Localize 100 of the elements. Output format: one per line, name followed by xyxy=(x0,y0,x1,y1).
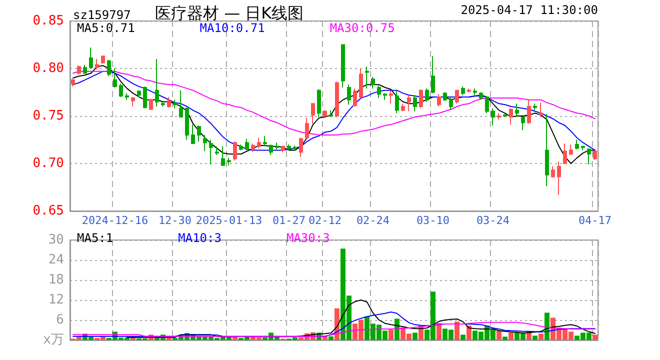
candlestick xyxy=(185,106,189,140)
candlestick xyxy=(329,110,333,118)
candlestick xyxy=(293,144,297,151)
candlestick xyxy=(539,102,543,118)
candlestick xyxy=(89,47,93,69)
y-tick-label: x万 xyxy=(43,332,64,348)
candlestick xyxy=(455,90,459,104)
candlestick xyxy=(401,103,405,112)
x-tick-label: 03-24 xyxy=(476,214,510,227)
candlestick xyxy=(341,44,345,88)
bar xyxy=(466,326,472,340)
candlestick xyxy=(515,103,519,118)
candlestick xyxy=(587,148,591,165)
candlestick xyxy=(155,58,159,107)
y-tick-label: 12 xyxy=(48,292,64,308)
candlestick xyxy=(71,78,75,88)
candlestick xyxy=(533,103,537,111)
x-tick-label: 2025-01-13 xyxy=(196,214,262,227)
y-tick-label: 18 xyxy=(48,272,64,288)
candlestick xyxy=(509,108,513,126)
text: MA5:1 xyxy=(77,231,114,245)
candlestick xyxy=(125,92,129,100)
y-tick-label: 0.70 xyxy=(32,156,64,171)
candlestick xyxy=(233,141,237,162)
candlestick xyxy=(437,94,441,107)
candlestick xyxy=(131,96,135,107)
candlestick xyxy=(263,135,267,147)
y-tick-label: 0.75 xyxy=(32,108,64,124)
candlestick xyxy=(473,88,477,96)
candlestick xyxy=(545,114,549,187)
candlestick xyxy=(479,92,483,100)
y-tick-label: 0.65 xyxy=(32,204,64,218)
candlestick xyxy=(281,146,285,153)
candlestick xyxy=(257,137,261,149)
candlestick xyxy=(305,117,309,140)
candlestick xyxy=(527,99,531,124)
x-tick-label: 01-27 xyxy=(272,214,306,227)
y-tick-label: 24 xyxy=(48,252,64,268)
candlestick xyxy=(101,56,105,64)
candlestick xyxy=(299,137,303,158)
x-tick-label: 02-12 xyxy=(308,214,342,227)
candlestick xyxy=(161,101,165,107)
candlestick xyxy=(119,83,123,98)
candlestick xyxy=(425,88,429,102)
y-tick-label: 0.85 xyxy=(32,14,64,28)
candlestick xyxy=(95,58,99,70)
candlestick xyxy=(407,94,411,112)
candlestick xyxy=(467,88,471,93)
candlestick xyxy=(569,144,573,156)
candlestick xyxy=(359,68,363,98)
candlestick xyxy=(209,139,213,165)
candlestick xyxy=(491,108,495,126)
text: MA5:0.71 xyxy=(77,21,135,35)
candlestick xyxy=(431,56,435,94)
text: MA10:0.71 xyxy=(200,21,265,35)
bar xyxy=(502,336,508,340)
candlestick xyxy=(443,92,447,102)
candlestick xyxy=(581,146,585,151)
x-tick-label: 02-24 xyxy=(356,214,390,227)
bar xyxy=(508,332,514,340)
candlestick xyxy=(215,146,219,156)
x-tick-label: 2024-12-16 xyxy=(82,214,148,227)
candlestick xyxy=(365,66,369,89)
candlestick xyxy=(419,88,423,109)
y-tick-label: 30 xyxy=(48,232,64,248)
candlestick xyxy=(521,116,525,131)
candlestick xyxy=(143,86,147,109)
candlestick xyxy=(497,112,501,120)
candlestick xyxy=(551,166,555,178)
candlestick xyxy=(287,144,291,151)
candlestick xyxy=(563,143,567,164)
text: MA30:3 xyxy=(286,231,330,245)
candlestick xyxy=(179,90,183,118)
candlestick xyxy=(371,76,375,89)
candlestick xyxy=(353,88,357,107)
candlestick xyxy=(377,85,381,98)
candlestick xyxy=(383,92,387,100)
candlestick xyxy=(347,84,351,106)
text: MA10:3 xyxy=(178,231,222,245)
candlestick xyxy=(149,98,153,110)
candlestick xyxy=(245,138,249,151)
x-tick-label: 04-17 xyxy=(578,214,612,227)
candlestick xyxy=(197,125,201,142)
candlestick xyxy=(461,86,465,96)
bar xyxy=(412,332,418,340)
candlestick xyxy=(413,94,417,112)
candlestick xyxy=(137,90,141,98)
line-series xyxy=(72,65,596,164)
x-tick-label: 03-10 xyxy=(416,214,450,227)
candlestick xyxy=(575,139,579,150)
y-tick-label: 0.80 xyxy=(32,61,64,76)
candlestick xyxy=(227,157,231,166)
line-series xyxy=(72,70,596,151)
x-tick-label: 12-30 xyxy=(158,214,192,227)
y-tick-label: 6 xyxy=(56,312,64,328)
line-series xyxy=(72,70,596,136)
candlestick xyxy=(191,124,195,144)
candlestick xyxy=(77,65,81,75)
candlestick xyxy=(167,96,171,108)
candlestick xyxy=(83,64,87,74)
